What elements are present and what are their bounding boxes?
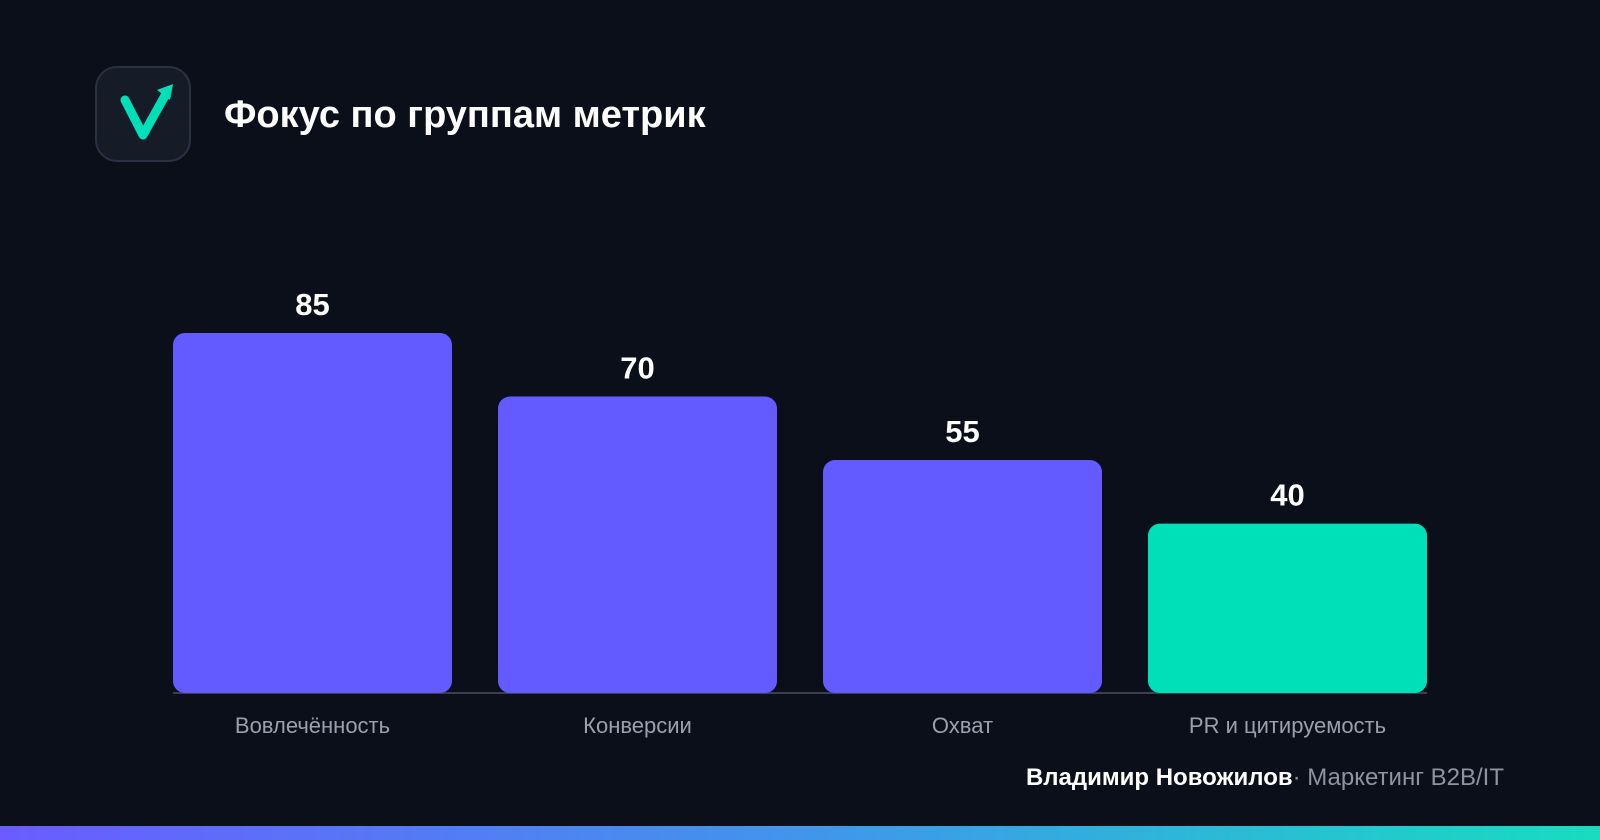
author-name: Владимир Новожилов	[1025, 764, 1293, 791]
bar-value-label-3: 55	[945, 414, 979, 449]
logo	[95, 66, 191, 162]
bar-3	[823, 460, 1102, 693]
bar-value-label-2: 70	[620, 351, 654, 386]
category-label-1: Вовлечённость	[235, 713, 390, 738]
page-title: Фокус по группам метрик	[224, 94, 706, 136]
bar-value-label-4: 40	[1270, 478, 1304, 513]
category-label-4: PR и цитируемость	[1189, 713, 1386, 738]
category-label-3: Охват	[932, 713, 993, 738]
checkmark-arrow-icon	[120, 84, 173, 140]
bar-chart: 85 Вовлечённость 70 Конверсии 55 Охват 40 PR и …	[173, 287, 1427, 738]
bottom-gradient-strip	[0, 826, 1600, 840]
footer: Владимир Новожилов· Маркетинг B2B/IT	[1026, 763, 1504, 793]
footer-separator: ·	[1292, 764, 1301, 791]
bar-2	[498, 396, 777, 693]
bar-1	[173, 333, 452, 693]
footer-tagline: Маркетинг B2B/IT	[1307, 764, 1504, 791]
bar-4	[1148, 523, 1427, 693]
bar-value-label-1: 85	[295, 287, 329, 322]
category-label-2: Конверсии	[583, 713, 692, 738]
